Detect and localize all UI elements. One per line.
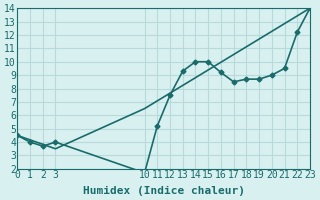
X-axis label: Humidex (Indice chaleur): Humidex (Indice chaleur) [83,186,244,196]
